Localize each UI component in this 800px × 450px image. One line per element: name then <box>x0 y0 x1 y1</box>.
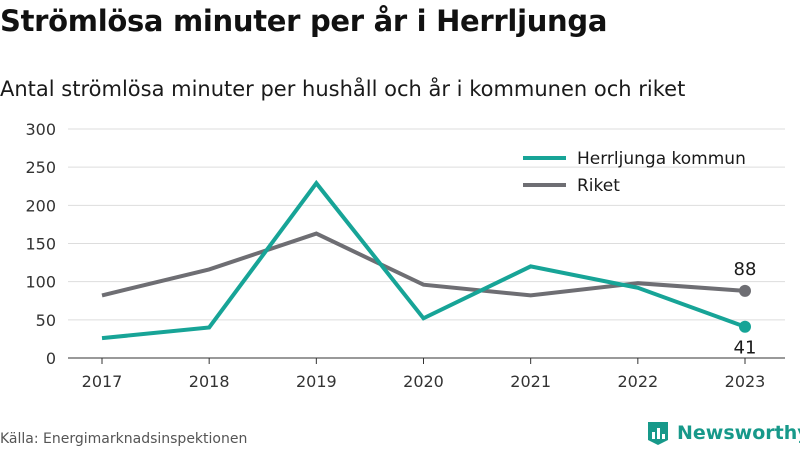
end-value-label: 88 <box>734 259 757 280</box>
y-tick-label: 0 <box>46 349 56 368</box>
chart-subtitle: Antal strömlösa minuter per hushåll och … <box>0 77 686 101</box>
x-tick-label: 2023 <box>725 372 766 391</box>
x-tick-label: 2017 <box>82 372 123 391</box>
y-tick-label: 250 <box>25 158 56 177</box>
y-tick-label: 50 <box>36 311 56 330</box>
y-tick-label: 200 <box>25 196 56 215</box>
x-tick-label: 2022 <box>617 372 658 391</box>
source-note: Källa: Energimarknadsinspektionen <box>0 431 248 447</box>
newsworthy-logo-icon <box>648 422 668 445</box>
x-tick-label: 2021 <box>510 372 551 391</box>
brand-name: Newsworthy <box>677 422 800 444</box>
chart-title: Strömlösa minuter per år i Herrljunga <box>0 4 608 38</box>
end-value-label: 41 <box>734 338 757 359</box>
y-tick-label: 300 <box>25 120 56 139</box>
series-line-riket <box>101 231 746 298</box>
x-tick-label: 2018 <box>189 372 230 391</box>
legend-label: Riket <box>577 176 620 196</box>
y-tick-label: 100 <box>25 273 56 292</box>
y-tick-label: 150 <box>25 235 56 254</box>
end-point-riket <box>739 284 751 297</box>
end-point-herrljunga <box>739 320 751 333</box>
series-line-herrljunga <box>101 179 746 341</box>
brand-logo: Newsworthy <box>645 420 800 446</box>
x-tick-label: 2019 <box>296 372 337 391</box>
x-tick-label: 2020 <box>403 372 444 391</box>
legend-label: Herrljunga kommun <box>577 149 746 169</box>
